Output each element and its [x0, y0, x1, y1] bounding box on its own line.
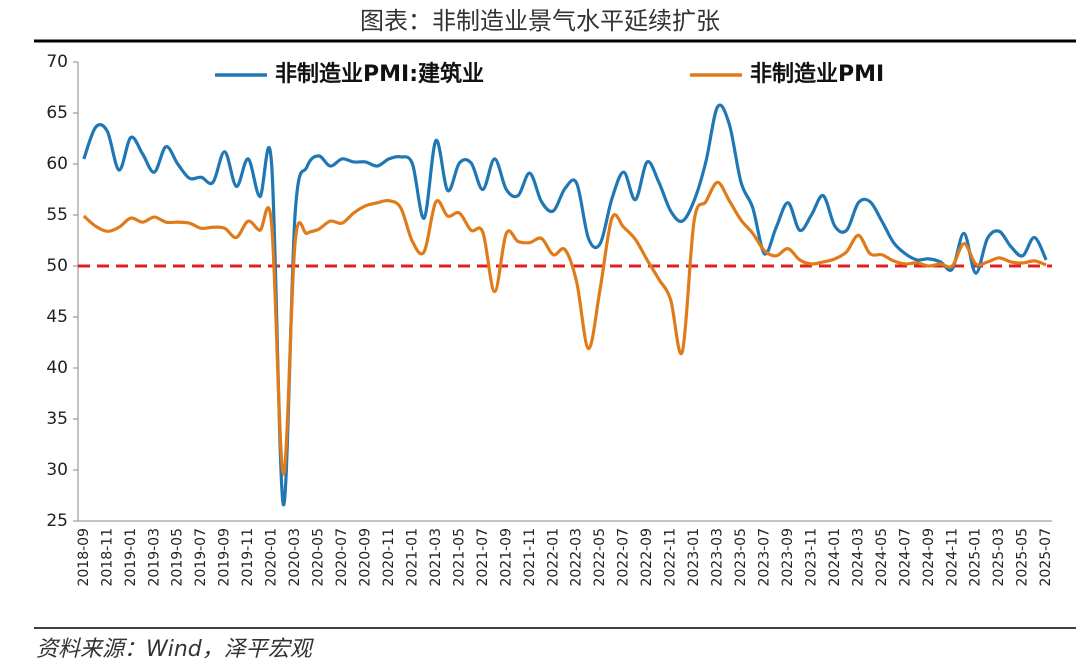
x-tick-label: 2024-07 — [897, 528, 913, 587]
x-tick-label: 2024-05 — [874, 528, 890, 587]
x-tick-label: 2023-07 — [756, 528, 772, 587]
x-tick-label: 2018-11 — [99, 528, 115, 587]
x-tick-label: 2023-11 — [803, 528, 819, 587]
x-tick-label: 2024-09 — [921, 528, 937, 587]
x-tick-label: 2020-05 — [311, 528, 327, 587]
x-tick-label: 2022-11 — [663, 528, 679, 587]
x-tick-label: 2023-03 — [710, 528, 726, 587]
x-tick-label: 2025-07 — [1038, 528, 1054, 587]
x-tick-label: 2020-07 — [334, 528, 350, 587]
y-tick-label: 45 — [46, 307, 68, 327]
x-tick-label: 2019-01 — [123, 528, 139, 587]
x-tick-label: 2023-09 — [780, 528, 796, 587]
y-tick-label: 65 — [46, 103, 68, 123]
x-tick-label: 2023-05 — [733, 528, 749, 587]
x-tick-label: 2019-03 — [146, 528, 162, 587]
x-tick-label: 2020-03 — [287, 528, 303, 587]
legend-label: 非制造业PMI:建筑业 — [275, 61, 484, 87]
x-tick-label: 2021-07 — [475, 528, 491, 587]
x-tick-label: 2024-11 — [944, 528, 960, 587]
series-line — [82, 180, 1047, 476]
x-tick-label: 2022-05 — [592, 528, 608, 587]
x-tick-label: 2022-07 — [616, 528, 632, 587]
source-note: 资料来源：Wind，泽平宏观 — [36, 637, 315, 662]
y-tick-label: 30 — [46, 460, 68, 480]
x-tick-label: 2021-01 — [404, 528, 420, 587]
x-tick-label: 2022-01 — [545, 528, 561, 587]
x-tick-label: 2019-07 — [193, 528, 209, 587]
x-tick-label: 2019-05 — [170, 528, 186, 587]
y-tick-label: 55 — [46, 205, 68, 225]
y-tick-label: 35 — [46, 409, 68, 429]
series-line — [82, 103, 1048, 507]
legend-label: 非制造业PMI — [750, 62, 884, 87]
x-tick-label: 2021-11 — [522, 528, 538, 587]
x-tick-label: 2020-01 — [264, 528, 280, 587]
x-tick-label: 2025-05 — [1015, 528, 1031, 587]
x-tick-label: 2022-09 — [639, 528, 655, 587]
x-tick-label: 2020-11 — [381, 528, 397, 587]
y-tick-label: 50 — [46, 256, 68, 276]
y-tick-label: 60 — [46, 154, 68, 174]
x-tick-label: 2021-03 — [428, 528, 444, 587]
x-tick-label: 2024-03 — [850, 528, 866, 587]
y-tick-label: 70 — [46, 52, 68, 72]
x-tick-label: 2020-09 — [358, 528, 374, 587]
x-tick-label: 2018-09 — [76, 528, 92, 587]
chart-title: 图表：非制造业景气水平延续扩张 — [360, 7, 720, 35]
x-tick-label: 2021-09 — [498, 528, 514, 587]
x-tick-label: 2025-03 — [991, 528, 1007, 587]
x-tick-label: 2019-11 — [240, 528, 256, 587]
y-tick-label: 40 — [46, 358, 68, 378]
x-tick-label: 2024-01 — [827, 528, 843, 587]
x-tick-label: 2021-05 — [451, 528, 467, 587]
x-tick-label: 2023-01 — [686, 528, 702, 587]
y-tick-label: 25 — [46, 511, 68, 531]
x-tick-label: 2019-09 — [217, 528, 233, 587]
x-tick-label: 2025-01 — [968, 528, 984, 587]
x-tick-label: 2022-03 — [569, 528, 585, 587]
